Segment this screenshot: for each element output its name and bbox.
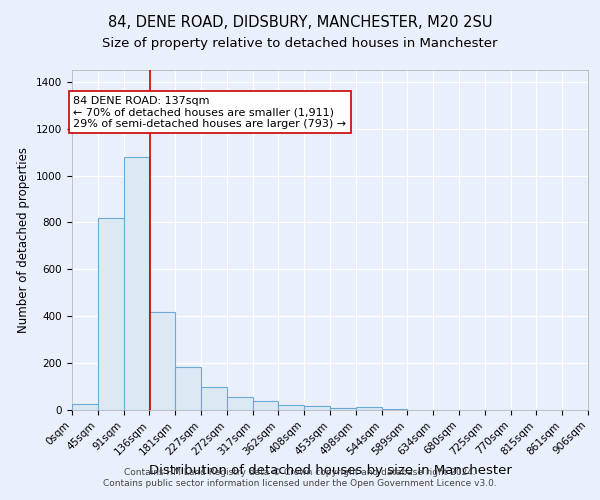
Bar [124,157,149,410]
Bar [149,312,175,410]
Text: 84, DENE ROAD, DIDSBURY, MANCHESTER, M20 2SU: 84, DENE ROAD, DIDSBURY, MANCHESTER, M20… [108,15,492,30]
Bar [201,386,227,410]
Bar [98,218,124,410]
Bar [356,407,382,410]
X-axis label: Distribution of detached houses by size in Manchester: Distribution of detached houses by size … [149,464,511,476]
Bar [175,366,201,410]
Y-axis label: Number of detached properties: Number of detached properties [17,147,31,333]
Bar [72,404,98,410]
Bar [253,401,278,410]
Text: 84 DENE ROAD: 137sqm
← 70% of detached houses are smaller (1,911)
29% of semi-de: 84 DENE ROAD: 137sqm ← 70% of detached h… [73,96,346,129]
Bar [304,406,330,410]
Text: Size of property relative to detached houses in Manchester: Size of property relative to detached ho… [102,38,498,51]
Bar [278,405,304,410]
Text: Contains HM Land Registry data © Crown copyright and database right 2024.
Contai: Contains HM Land Registry data © Crown c… [103,468,497,487]
Bar [330,408,356,410]
Bar [382,409,407,410]
Bar [227,397,253,410]
